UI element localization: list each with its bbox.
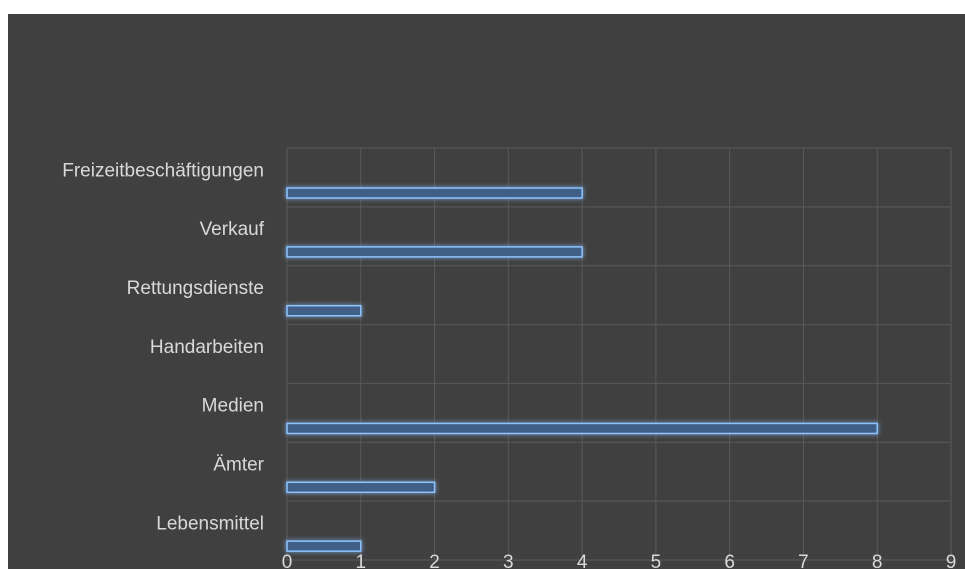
chart-area: Freizeitbeschäftigungen Verkauf Rettungsdi…: [8, 14, 965, 569]
category-label: Verkauf: [200, 219, 265, 240]
x-tick-label: 5: [651, 552, 662, 569]
category-label: Rettungsdienste: [127, 278, 264, 299]
bar: [286, 422, 878, 435]
x-tick-label: 8: [872, 552, 883, 569]
x-tick-label: 6: [724, 552, 735, 569]
category-label: Lebensmittel: [156, 513, 264, 534]
category-label: Medien: [202, 396, 264, 417]
bar-chart: Freizeitbeschäftigungen Verkauf Rettungsdi…: [62, 147, 957, 569]
bar: [286, 187, 583, 199]
x-tick-label: 1: [355, 552, 366, 569]
category-label: Freizeitbeschäftigungen: [62, 160, 264, 181]
bar: [286, 246, 583, 258]
x-tick-label: 4: [577, 552, 588, 569]
bars: [286, 187, 878, 552]
category-label: Ämter: [213, 455, 264, 476]
bar: [286, 540, 362, 552]
category-label: Handarbeiten: [150, 337, 264, 358]
x-tick-label: 9: [946, 552, 957, 569]
x-tick-label: 3: [503, 552, 514, 569]
x-tick-label: 0: [282, 552, 293, 569]
gridlines: [286, 147, 952, 561]
x-tick-label: 2: [429, 552, 440, 569]
x-tick-label: 7: [798, 552, 809, 569]
bar: [286, 481, 436, 494]
x-axis-tick-labels: 0 1 2 3 4 5 6 7 8 9: [282, 552, 957, 569]
category-labels: Freizeitbeschäftigungen Verkauf Rettungsdi…: [62, 160, 264, 534]
bar: [286, 304, 362, 317]
